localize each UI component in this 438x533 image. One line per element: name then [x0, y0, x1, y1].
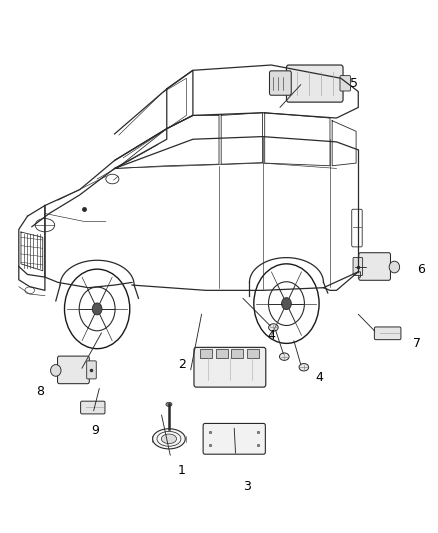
Text: 7: 7 [413, 337, 421, 350]
Ellipse shape [152, 429, 185, 449]
FancyBboxPatch shape [87, 361, 96, 379]
FancyBboxPatch shape [286, 65, 343, 102]
Text: 6: 6 [417, 263, 425, 276]
Ellipse shape [161, 434, 177, 443]
Text: 8: 8 [36, 385, 45, 398]
Circle shape [92, 303, 102, 315]
FancyBboxPatch shape [340, 76, 350, 91]
Text: 4: 4 [267, 329, 275, 342]
FancyBboxPatch shape [374, 327, 401, 340]
FancyBboxPatch shape [81, 401, 105, 414]
Text: 4: 4 [315, 372, 323, 384]
FancyBboxPatch shape [353, 257, 363, 276]
Circle shape [282, 297, 291, 310]
Text: 5: 5 [350, 77, 358, 90]
FancyBboxPatch shape [203, 423, 265, 454]
FancyBboxPatch shape [231, 349, 244, 358]
Text: 2: 2 [178, 358, 186, 371]
FancyBboxPatch shape [247, 349, 259, 358]
Ellipse shape [268, 324, 278, 331]
Ellipse shape [166, 402, 172, 407]
Ellipse shape [299, 364, 309, 371]
Ellipse shape [279, 353, 289, 360]
FancyBboxPatch shape [215, 349, 228, 358]
Ellipse shape [389, 261, 399, 273]
FancyBboxPatch shape [194, 348, 266, 387]
Text: 1: 1 [178, 464, 186, 477]
FancyBboxPatch shape [57, 356, 89, 384]
FancyBboxPatch shape [359, 253, 391, 280]
FancyBboxPatch shape [269, 71, 291, 95]
FancyBboxPatch shape [200, 349, 212, 358]
Text: 9: 9 [91, 424, 99, 438]
Ellipse shape [50, 365, 61, 376]
Text: 3: 3 [244, 480, 251, 493]
